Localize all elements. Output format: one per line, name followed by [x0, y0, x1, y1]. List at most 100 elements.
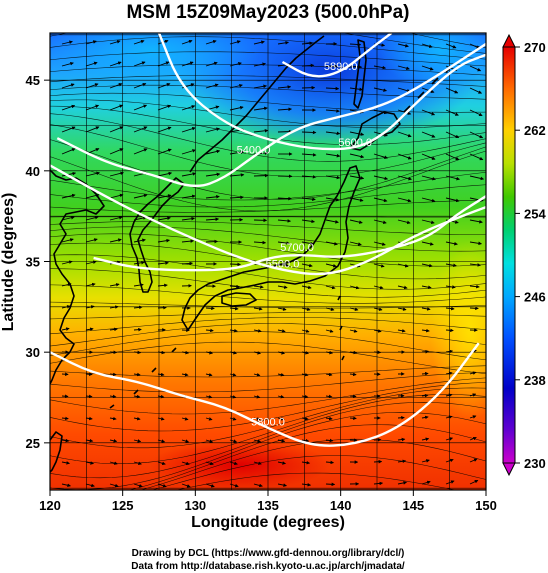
contour-label: 5500.0: [266, 259, 300, 271]
wind-arrow: [229, 306, 239, 311]
streamline: [50, 402, 486, 479]
wind-arrow: [85, 193, 100, 199]
wind-arrow: [205, 127, 220, 133]
wind-arrow: [397, 109, 412, 115]
wind-arrow: [205, 461, 214, 466]
wind-arrow: [349, 153, 365, 159]
contour-line: [281, 33, 393, 78]
wind-arrow: [277, 196, 292, 201]
wind-arrow: [109, 394, 117, 399]
wind-arrow: [181, 350, 189, 355]
wind-arrow: [325, 438, 334, 443]
wind-arrow: [469, 87, 483, 94]
x-tick-label: 145: [402, 498, 424, 513]
wind-arrow: [229, 62, 242, 67]
wind-arrow: [133, 148, 148, 155]
wind-arrow: [85, 372, 93, 377]
coastlines: [50, 35, 453, 473]
wind-arrow: [277, 85, 292, 89]
wind-arrow: [421, 371, 429, 376]
wind-arrow: [85, 104, 100, 111]
wind-arrow: [133, 39, 145, 45]
wind-arrow: [85, 438, 94, 443]
wind-arrow: [325, 219, 339, 224]
wind-arrow: [373, 131, 388, 137]
wind-arrow: [181, 105, 196, 111]
wind-arrow: [133, 461, 142, 466]
wind-arrow: [277, 417, 285, 421]
wind-arrow: [469, 479, 479, 485]
y-axis-label: Latitude (degrees): [0, 193, 17, 332]
lat-lon-grid: [50, 33, 486, 490]
wind-arrow: [301, 63, 315, 68]
wind-arrow: [373, 307, 383, 311]
wind-arrow: [325, 372, 333, 377]
wind-arrow: [85, 260, 97, 265]
wind-arrow: [373, 153, 388, 159]
wind-arrow: [349, 241, 362, 246]
wind-arrow: [133, 238, 146, 243]
wind-arrow: [349, 394, 357, 399]
wind-arrow: [61, 61, 74, 67]
wind-arrow: [205, 83, 219, 89]
wind-arrow: [85, 171, 100, 177]
wind-arrow: [301, 130, 317, 135]
wind-arrow: [301, 460, 311, 465]
wind-arrow: [397, 175, 412, 181]
wind-arrow: [301, 153, 317, 157]
wind-arrow: [325, 394, 333, 399]
wind-arrow: [469, 263, 481, 267]
wind-arrow: [445, 285, 456, 289]
wind-arrow: [373, 175, 389, 181]
wind-arrow: [277, 351, 285, 355]
wind-arrow: [85, 40, 97, 45]
wind-arrow: [85, 416, 93, 421]
wind-arrow: [205, 439, 214, 443]
wind-arrow: [133, 372, 141, 377]
wind-arrow: [445, 43, 457, 49]
wind-arrow: [157, 483, 167, 488]
wind-arrow: [205, 395, 213, 399]
wind-arrow: [397, 43, 409, 48]
wind-arrow: [349, 372, 357, 377]
y-axis: 25 30 35 40 45: [26, 73, 50, 451]
wind-arrow: [301, 41, 314, 46]
wind-arrow: [301, 285, 312, 290]
wind-arrow: [301, 416, 309, 421]
wind-arrow: [61, 104, 76, 111]
wind-arrow: [61, 148, 76, 155]
colorbar-max-arrow: [502, 33, 516, 48]
streamline: [50, 242, 486, 280]
wind-arrow: [181, 194, 196, 199]
wind-arrow: [85, 305, 95, 309]
wind-arrow: [421, 328, 430, 333]
wind-arrow: [109, 104, 124, 111]
wind-arrow: [253, 395, 261, 399]
wind-arrow: [277, 461, 286, 465]
wind-arrow: [349, 42, 362, 47]
wind-arrow: [397, 437, 406, 442]
wind-arrow: [253, 439, 262, 443]
wind-arrow: [397, 307, 407, 311]
wind-arrow: [421, 263, 433, 268]
wind-arrow: [109, 171, 124, 177]
wind-arrow: [277, 129, 293, 134]
contour-label: 5600.0: [338, 137, 372, 149]
wind-arrow: [157, 61, 170, 67]
streamline: [50, 284, 486, 304]
wind-arrow: [61, 238, 74, 243]
wind-arrow: [205, 350, 213, 355]
streamline: [50, 226, 486, 252]
wind-arrow: [469, 371, 477, 375]
y-tick-label: 45: [26, 73, 40, 88]
wind-arrow: [301, 241, 314, 246]
wind-arrow: [445, 349, 454, 354]
wind-arrow: [229, 461, 238, 466]
colorbar-tick-label: 238: [524, 373, 546, 388]
wind-arrow: [445, 87, 459, 94]
wind-arrow: [445, 393, 453, 398]
wind-arrow: [229, 83, 243, 89]
wind-arrow: [277, 241, 291, 245]
y-tick-label: 40: [26, 164, 40, 179]
wind-arrow: [229, 351, 237, 355]
